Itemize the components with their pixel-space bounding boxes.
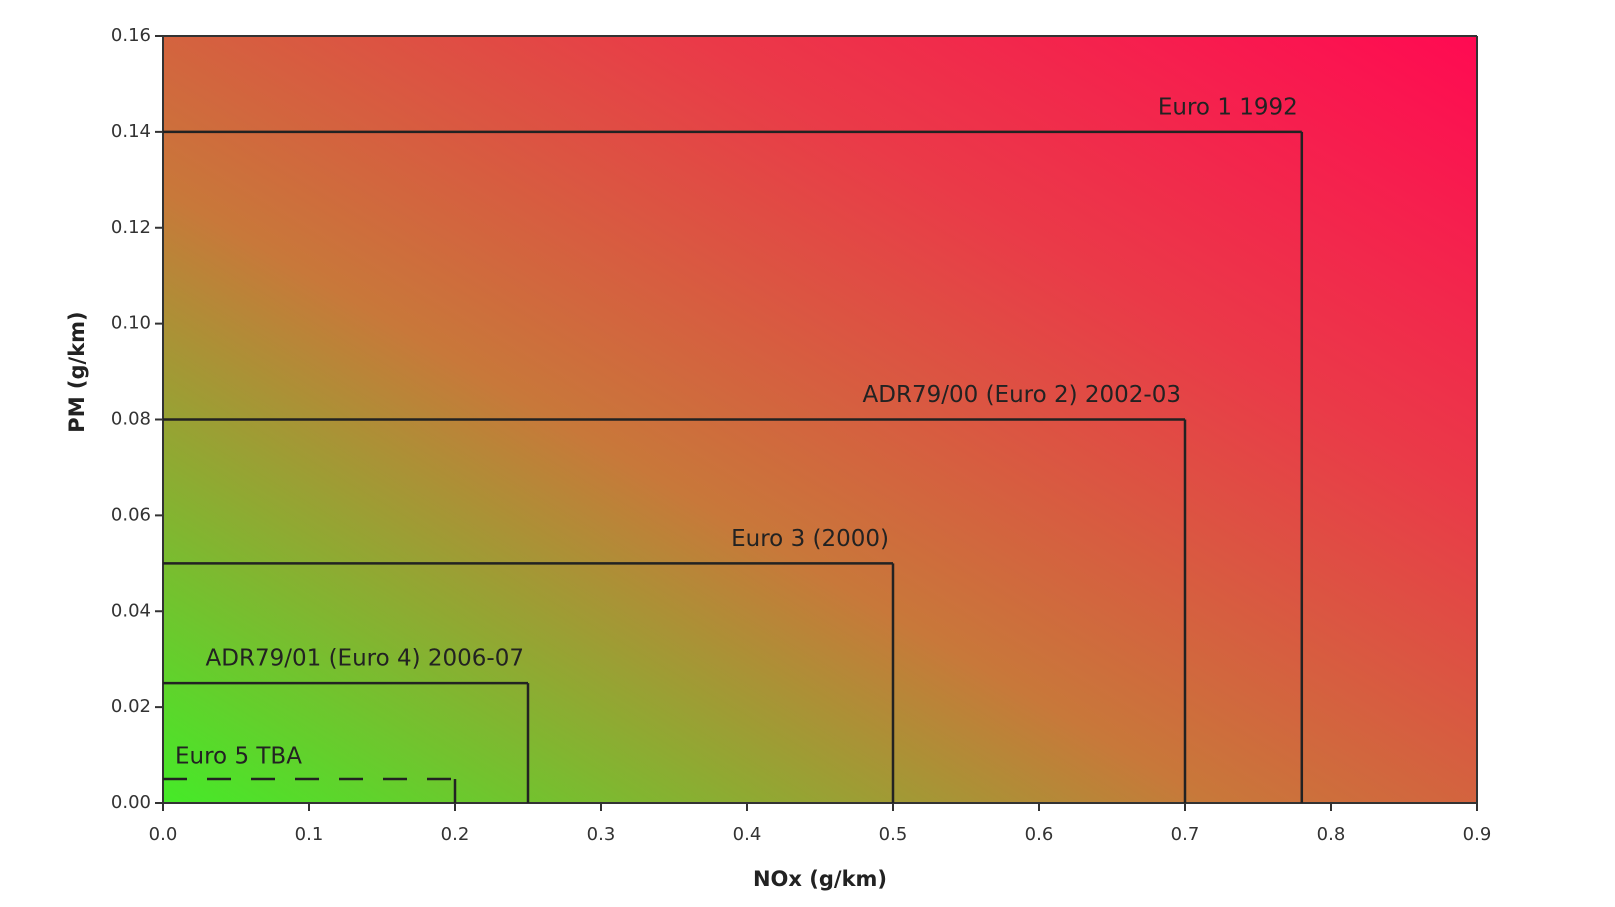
y-tick-label: 0.16 — [111, 25, 151, 46]
y-tick-label: 0.04 — [111, 600, 151, 621]
x-tick-label: 0.0 — [149, 824, 178, 845]
x-tick-label: 0.5 — [879, 824, 908, 845]
y-tick-label: 0.10 — [111, 313, 151, 334]
y-tick-label: 0.02 — [111, 696, 151, 717]
x-tick-label: 0.2 — [441, 824, 470, 845]
y-tick-label: 0.06 — [111, 504, 151, 525]
y-tick-label: 0.00 — [111, 792, 151, 813]
y-axis-title: PM (g/km) — [65, 311, 89, 432]
x-tick-label: 0.9 — [1463, 824, 1492, 845]
x-tick-label: 0.1 — [295, 824, 324, 845]
y-tick-label: 0.14 — [111, 121, 151, 142]
series-label: Euro 5 TBA — [175, 744, 302, 770]
y-tick-label: 0.08 — [111, 409, 151, 430]
x-tick-label: 0.8 — [1317, 824, 1346, 845]
x-axis-title: NOx (g/km) — [753, 867, 887, 891]
x-tick-label: 0.4 — [733, 824, 762, 845]
y-tick-label: 0.12 — [111, 217, 151, 238]
x-tick-label: 0.3 — [587, 824, 616, 845]
series-label: Euro 1 1992 — [1158, 94, 1298, 120]
series-label: ADR79/01 (Euro 4) 2006-07 — [206, 646, 524, 672]
series-label: ADR79/00 (Euro 2) 2002-03 — [863, 382, 1181, 408]
x-tick-label: 0.6 — [1025, 824, 1054, 845]
series-label: Euro 3 (2000) — [731, 526, 889, 552]
x-tick-label: 0.7 — [1171, 824, 1200, 845]
